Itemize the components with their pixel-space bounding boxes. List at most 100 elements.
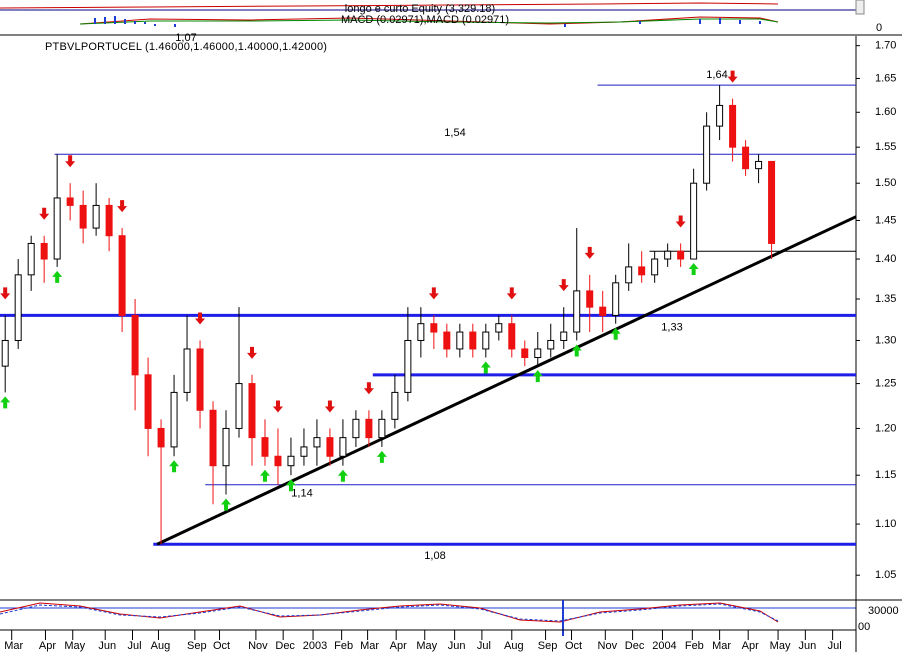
x-tick-label: Mar	[712, 640, 731, 652]
candle-body	[742, 146, 750, 170]
y-tick-label: 1.35	[875, 293, 896, 305]
chart-title: PTBVLPORTUCEL (1.46000,1.46000,1.40000,1…	[45, 41, 327, 53]
sell-arrow	[675, 215, 686, 228]
macd-signal	[79, 18, 779, 25]
level-label: 1,14	[291, 488, 312, 500]
x-tick-label: Aug	[151, 640, 171, 652]
candle-body	[612, 282, 620, 316]
candle-body	[703, 125, 711, 184]
candle-body	[313, 437, 321, 448]
candle-body	[183, 348, 191, 393]
buy-arrow	[221, 498, 232, 511]
buy-arrow	[376, 450, 387, 463]
top-tick-label: 0	[876, 22, 882, 34]
x-tick-label: Sep	[538, 640, 558, 652]
buy-arrow	[337, 469, 348, 482]
sell-arrow	[584, 246, 595, 259]
buy-arrow	[610, 327, 621, 340]
sell-arrow	[324, 400, 335, 413]
candle-body	[131, 314, 139, 376]
candle-body	[586, 290, 594, 308]
candle-body	[365, 418, 373, 439]
sell-arrow	[246, 346, 257, 359]
y-tick-label: 1.50	[875, 177, 896, 189]
candle-body	[768, 160, 776, 244]
sell-arrow	[506, 287, 517, 300]
candle-body	[456, 331, 464, 350]
candle-body	[261, 437, 269, 457]
candle-body	[430, 323, 438, 333]
y-tick-label: 1.55	[875, 141, 896, 153]
sell-arrow	[0, 287, 11, 300]
trendline	[156, 215, 857, 546]
candle-body	[495, 323, 503, 333]
level-label: 1,33	[661, 321, 682, 333]
candle-body	[144, 374, 152, 429]
scroll-button[interactable]	[855, 0, 865, 15]
buy-arrow	[571, 344, 582, 357]
x-tick-label: Mar	[360, 640, 379, 652]
x-tick-label: 2004	[652, 640, 676, 652]
candle-body	[196, 348, 204, 411]
candle-body	[14, 274, 22, 341]
x-tick-label: Dec	[625, 640, 645, 652]
y-tick-label: 1.15	[875, 469, 896, 481]
candle-body	[729, 104, 737, 148]
candle-body	[638, 266, 646, 276]
candle-body	[625, 266, 633, 284]
sell-arrow	[428, 287, 439, 300]
x-tick-label: Oct	[213, 640, 230, 652]
candle-body	[391, 391, 399, 420]
y-tick-label: 1.60	[875, 106, 896, 118]
x-tick-label: Nov	[248, 640, 268, 652]
buy-arrow	[480, 361, 491, 374]
candle-body	[339, 437, 347, 457]
candle-body	[1, 339, 9, 367]
candle-body	[443, 331, 451, 350]
candle-body	[755, 160, 763, 170]
x-tick-label: Apr	[39, 640, 56, 652]
level-label: 1,64	[706, 69, 727, 81]
candle-body	[53, 197, 61, 260]
candle-body	[599, 306, 607, 316]
macd-histogram	[94, 16, 761, 27]
candle-body	[664, 250, 672, 260]
buy-arrow	[259, 469, 270, 482]
x-tick-label: Mar	[4, 640, 23, 652]
candle-body	[235, 383, 243, 429]
candle-body	[508, 323, 516, 350]
sell-arrow	[65, 155, 76, 168]
x-tick-label: Oct	[565, 640, 582, 652]
y-tick-label: 1.20	[875, 422, 896, 434]
macd-value: 1,07	[175, 32, 196, 44]
candle-body	[547, 339, 555, 350]
sell-arrow	[39, 207, 50, 220]
x-tick-label: May	[416, 640, 437, 652]
candle-body	[521, 348, 529, 359]
y-tick-label: 1.65	[875, 72, 896, 84]
candle-body	[417, 323, 425, 341]
x-tick-label: Apr	[742, 640, 759, 652]
x-tick-label: Jul	[477, 640, 491, 652]
candle-body	[560, 331, 568, 341]
buy-arrow	[52, 270, 63, 283]
candle-body	[222, 427, 230, 467]
y-tick-label: 1.45	[875, 214, 896, 226]
sell-arrow	[117, 200, 128, 213]
candle-body	[105, 204, 113, 237]
x-tick-label: Apr	[390, 640, 407, 652]
candle-body	[690, 182, 698, 260]
candle-body	[66, 197, 74, 206]
oscillator-signal	[0, 603, 779, 622]
x-tick-label: May	[64, 640, 85, 652]
candle-body	[534, 348, 542, 359]
buy-arrow	[169, 460, 180, 473]
sell-arrow	[558, 279, 569, 292]
candle-body	[404, 339, 412, 393]
equity-line	[0, 2, 779, 9]
sell-arrow	[727, 70, 738, 83]
candle-body	[170, 391, 178, 448]
candle-body	[27, 242, 35, 276]
level-label: 1,08	[424, 550, 445, 562]
